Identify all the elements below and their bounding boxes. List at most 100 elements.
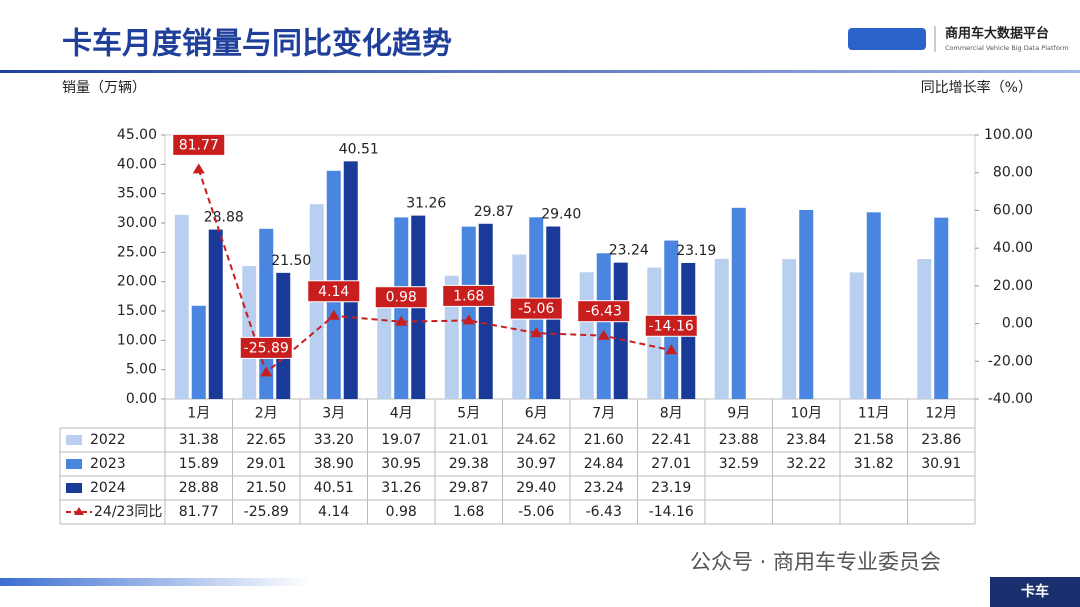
table-cell: 81.77 [179, 504, 219, 520]
bar [276, 272, 291, 399]
bar [731, 207, 746, 399]
y-tick-label: 35.00 [117, 186, 157, 202]
bar [377, 287, 392, 399]
y-axis-label: 销量（万辆） [62, 80, 146, 96]
table-cell: 30.91 [921, 456, 961, 472]
table-cell: -14.16 [649, 504, 694, 520]
line-label-box [644, 314, 698, 337]
x-tick-label: 10月 [790, 406, 822, 422]
table-cell: 40.51 [314, 480, 354, 496]
line-label-box [577, 300, 631, 323]
table-cell: 32.22 [786, 456, 826, 472]
x-tick-label: 12月 [925, 406, 957, 422]
bar [849, 272, 864, 399]
line-marker [462, 314, 475, 325]
line-marker [192, 163, 205, 174]
y2-tick-label: 0.00 [1002, 316, 1033, 332]
legend-marker [74, 507, 84, 515]
table-cell: 19.07 [381, 432, 421, 448]
legend-label: 24/23同比 [94, 504, 162, 520]
x-tick-label: 5月 [457, 406, 480, 422]
y2-tick-label: 80.00 [993, 165, 1033, 181]
table-cell: 23.19 [651, 480, 691, 496]
y-tick-label: 40.00 [117, 156, 157, 172]
bar [461, 226, 476, 399]
x-tick-label: 11月 [858, 406, 890, 422]
line-label-box [374, 286, 428, 309]
footer-tag-box [990, 577, 1080, 607]
legend-label: 2022 [90, 432, 126, 448]
bar [917, 259, 932, 399]
table-cell: 38.90 [314, 456, 354, 472]
legend-swatch [66, 435, 82, 445]
y2-tick-label: -40.00 [988, 391, 1033, 407]
table-cell: -6.43 [586, 504, 622, 520]
table-cell: 15.89 [179, 456, 219, 472]
footer-band [0, 578, 310, 586]
line-value-label: -25.89 [244, 340, 289, 356]
table-cell: 31.26 [381, 480, 421, 496]
table-cell: 23.86 [921, 432, 961, 448]
table-cell: 24.84 [584, 456, 624, 472]
bar [714, 258, 729, 399]
footer-source: 公众号 · 商用车专业委员会 [690, 550, 941, 574]
y-tick-label: 25.00 [117, 244, 157, 260]
table-cell: 30.97 [516, 456, 556, 472]
table-cell: 31.82 [854, 456, 894, 472]
bar [512, 254, 527, 399]
bar-value-label: 21.50 [271, 253, 311, 269]
table-cell: 4.14 [318, 504, 349, 520]
y-tick-label: 10.00 [117, 332, 157, 348]
bar [208, 229, 223, 399]
bar [613, 262, 628, 399]
bar [174, 214, 189, 399]
footer-tag: 卡车 [1021, 583, 1049, 600]
table-cell: 29.87 [449, 480, 489, 496]
line-marker [665, 344, 678, 355]
y-tick-label: 5.00 [126, 362, 157, 378]
table-cell: 29.01 [246, 456, 286, 472]
legend-label: 2024 [90, 480, 126, 496]
legend-label: 2023 [90, 456, 126, 472]
table-cell: 27.01 [651, 456, 691, 472]
y-tick-label: 20.00 [117, 274, 157, 290]
bar-value-label: 40.51 [339, 141, 379, 157]
line-value-label: -5.06 [518, 301, 554, 317]
logo-subtitle: Commercial Vehicle Big Data Platform [945, 44, 1069, 52]
table-cell: 32.59 [719, 456, 759, 472]
table-cell: 22.65 [246, 432, 286, 448]
line-marker [327, 309, 340, 320]
table-cell: 21.01 [449, 432, 489, 448]
table-cell: 0.98 [386, 504, 417, 520]
line-marker [530, 327, 543, 338]
bar-value-label: 31.26 [406, 196, 446, 212]
bar [866, 212, 881, 399]
x-tick-label: 7月 [592, 406, 615, 422]
y2-tick-label: 40.00 [993, 240, 1033, 256]
y2-tick-label: 60.00 [993, 202, 1033, 218]
line-marker [395, 315, 408, 326]
x-tick-label: 1月 [187, 406, 210, 422]
bar [478, 223, 493, 399]
line-value-label: -14.16 [649, 318, 694, 334]
bar [782, 259, 797, 399]
table-cell: 33.20 [314, 432, 354, 448]
table-cell: 1.68 [453, 504, 484, 520]
bar-value-label: 23.19 [676, 243, 716, 259]
y2-tick-label: 100.00 [984, 127, 1033, 143]
y2-axis-label: 同比增长率（%） [921, 79, 1032, 96]
line-marker [597, 329, 610, 340]
x-tick-label: 2月 [255, 406, 278, 422]
table-cell: -25.89 [244, 504, 289, 520]
table-cell: 23.88 [719, 432, 759, 448]
bar [242, 266, 257, 399]
table-cell: 28.88 [179, 480, 219, 496]
bar [343, 161, 358, 399]
table-cell: 23.24 [584, 480, 624, 496]
table-cell: -5.06 [518, 504, 554, 520]
bar-value-label: 23.24 [609, 243, 649, 259]
x-tick-label: 8月 [660, 406, 683, 422]
bar-value-label: 29.40 [541, 207, 581, 223]
bar-value-label: 29.87 [474, 204, 514, 220]
